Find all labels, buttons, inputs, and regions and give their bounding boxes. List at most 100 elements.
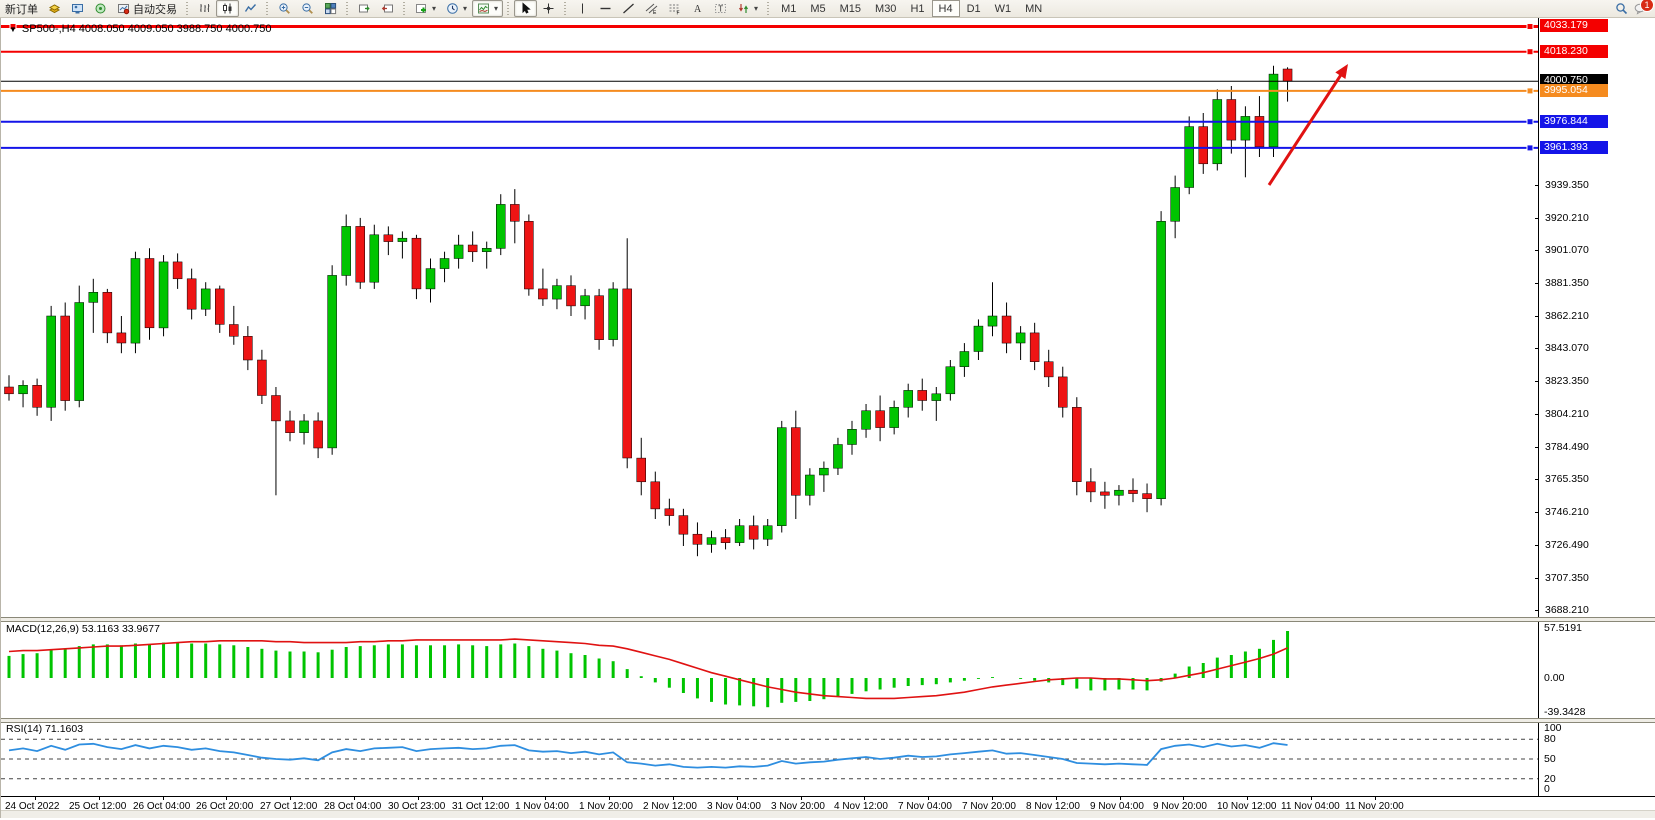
sound-icon[interactable] bbox=[89, 0, 112, 17]
time-tick-label: 9 Nov 04:00 bbox=[1090, 801, 1144, 812]
rsi-pane[interactable] bbox=[1, 723, 1655, 795]
add-indicator-icon-icon bbox=[415, 2, 428, 15]
timeframe-button-mn[interactable]: MN bbox=[1025, 2, 1043, 15]
channel-icon-icon: E bbox=[645, 2, 658, 15]
chart-shift-icon[interactable] bbox=[376, 0, 399, 17]
tile-windows-icon[interactable] bbox=[319, 0, 342, 17]
timeframe-button-h4[interactable]: H4 bbox=[931, 0, 960, 17]
toolbar: 新订单 自动交易 ▾ ▾ ▾ E F A T ▾ M1 M5 M15 M30 H1 H4 D1 W1 MN 1 bbox=[0, 0, 1655, 18]
pane-separator[interactable] bbox=[1, 617, 1655, 622]
time-tick-label: 10 Nov 12:00 bbox=[1217, 801, 1277, 812]
trendline-icon[interactable] bbox=[617, 0, 640, 17]
fibonacci-icon-icon: F bbox=[668, 2, 681, 15]
chart-title: ▼ SP500-,H4 4008.050 4009.050 3988.750 4… bbox=[9, 23, 271, 35]
trend-arrow[interactable] bbox=[1335, 64, 1348, 79]
zoom-out-icon[interactable] bbox=[296, 0, 319, 17]
add-indicator-icon[interactable]: ▾ bbox=[410, 0, 441, 17]
autotrading-button[interactable]: 自动交易 bbox=[112, 0, 182, 17]
time-tick bbox=[354, 797, 355, 800]
search-icon[interactable] bbox=[1615, 2, 1628, 15]
macd-axis-label: 57.5191 bbox=[1544, 622, 1582, 634]
price-axis[interactable]: 3939.350 3920.210 3901.070 3881.350 3862.210… bbox=[1535, 18, 1655, 796]
macd-axis-label: 0.00 bbox=[1544, 672, 1565, 684]
crosshair-icon[interactable] bbox=[537, 0, 560, 17]
time-tick-label: 4 Nov 12:00 bbox=[834, 801, 888, 812]
timeframe-button-h1[interactable]: H1 bbox=[910, 2, 925, 15]
axis-tick bbox=[1535, 218, 1539, 219]
price-tick-label: 3901.070 bbox=[1545, 244, 1589, 256]
period-icon[interactable]: ▾ bbox=[441, 0, 472, 17]
period-icon-icon bbox=[446, 2, 459, 15]
axis-tick bbox=[1535, 283, 1539, 284]
dropdown-arrow-icon[interactable]: ▾ bbox=[494, 4, 499, 13]
symbol-dropdown-arrow[interactable]: ▼ bbox=[9, 24, 17, 34]
fibonacci-icon[interactable]: F bbox=[663, 0, 686, 17]
zoom-in-icon[interactable] bbox=[273, 0, 296, 17]
label-icon[interactable]: T bbox=[709, 0, 732, 17]
new-order-button[interactable]: 新订单 bbox=[0, 0, 43, 17]
price-line-label: 4018.230 bbox=[1540, 45, 1608, 58]
chart-window-icon[interactable] bbox=[43, 0, 66, 17]
rsi-axis-label: 20 bbox=[1544, 773, 1556, 785]
candlestick-chart-icon[interactable] bbox=[216, 0, 239, 17]
price-tick-label: 3804.210 bbox=[1545, 408, 1589, 420]
channel-icon[interactable]: E bbox=[640, 0, 663, 17]
time-tick bbox=[1247, 797, 1248, 800]
price-line-label: 3976.844 bbox=[1540, 115, 1608, 128]
time-tick-label: 27 Oct 12:00 bbox=[260, 801, 318, 812]
axis-tick bbox=[1535, 512, 1539, 513]
timeframe-button-m1[interactable]: M1 bbox=[781, 2, 797, 15]
pane-separator[interactable] bbox=[1, 718, 1655, 723]
crosshair-icon-icon bbox=[542, 2, 555, 15]
svg-text:E: E bbox=[653, 10, 657, 15]
price-tick-label: 3920.210 bbox=[1545, 212, 1589, 224]
time-tick-label: 26 Oct 04:00 bbox=[133, 801, 191, 812]
rsi-axis-label: 50 bbox=[1544, 753, 1556, 765]
toolbar-grip bbox=[185, 2, 190, 15]
dropdown-arrow-icon[interactable]: ▾ bbox=[754, 4, 759, 13]
svg-text:A: A bbox=[694, 4, 702, 15]
sound-icon-icon bbox=[94, 2, 107, 15]
market-watch-icon[interactable] bbox=[66, 0, 89, 17]
timeframe-button-d1[interactable]: D1 bbox=[966, 2, 981, 15]
axis-tick bbox=[1535, 578, 1539, 579]
toolbar-grip bbox=[766, 2, 772, 15]
price-tick-label: 3726.490 bbox=[1545, 539, 1589, 551]
svg-text:T: T bbox=[718, 5, 723, 14]
time-tick-label: 28 Oct 04:00 bbox=[324, 801, 382, 812]
dropdown-arrow-icon[interactable]: ▾ bbox=[463, 4, 468, 13]
time-tick bbox=[1056, 797, 1057, 800]
timeframe-button-m15[interactable]: M15 bbox=[839, 2, 862, 15]
bar-chart-icon[interactable] bbox=[193, 0, 216, 17]
label-icon-icon: T bbox=[714, 2, 727, 15]
horizontal-line-icon[interactable] bbox=[594, 0, 617, 17]
timeframe-button-w1[interactable]: W1 bbox=[994, 2, 1012, 15]
toolbar-grip bbox=[345, 2, 350, 15]
timeframe-button-m5[interactable]: M5 bbox=[810, 2, 826, 15]
price-tick-label: 3746.210 bbox=[1545, 506, 1589, 518]
time-tick bbox=[928, 797, 929, 800]
macd-pane[interactable] bbox=[1, 622, 1655, 718]
auto-scroll-icon[interactable] bbox=[353, 0, 376, 17]
axis-tick bbox=[1535, 479, 1539, 480]
time-tick bbox=[226, 797, 227, 800]
dropdown-arrow-icon[interactable]: ▾ bbox=[432, 4, 437, 13]
rsi-axis-label: 80 bbox=[1544, 733, 1556, 745]
shapes-icon[interactable]: ▾ bbox=[732, 0, 763, 17]
timeframe-button-m30[interactable]: M30 bbox=[875, 2, 897, 15]
text-icon[interactable]: A bbox=[686, 0, 709, 17]
template-icon[interactable]: ▾ bbox=[472, 0, 504, 17]
time-tick-label: 26 Oct 20:00 bbox=[196, 801, 254, 812]
toolbar-grip bbox=[563, 2, 569, 15]
vertical-line-icon[interactable] bbox=[571, 0, 594, 17]
chart-window[interactable]: ▼ SP500-,H4 4008.050 4009.050 3988.750 4… bbox=[0, 17, 1655, 820]
main-chart-pane[interactable] bbox=[1, 18, 1655, 617]
line-chart-icon[interactable] bbox=[239, 0, 262, 17]
bar-chart-icon-icon bbox=[198, 2, 211, 15]
notification-icon[interactable]: 1 bbox=[1634, 0, 1654, 15]
cursor-icon[interactable] bbox=[514, 0, 538, 17]
price-line-label: 3961.393 bbox=[1540, 141, 1608, 154]
axis-tick bbox=[1535, 545, 1539, 546]
axis-tick bbox=[1535, 348, 1539, 349]
time-tick-label: 1 Nov 04:00 bbox=[515, 801, 569, 812]
